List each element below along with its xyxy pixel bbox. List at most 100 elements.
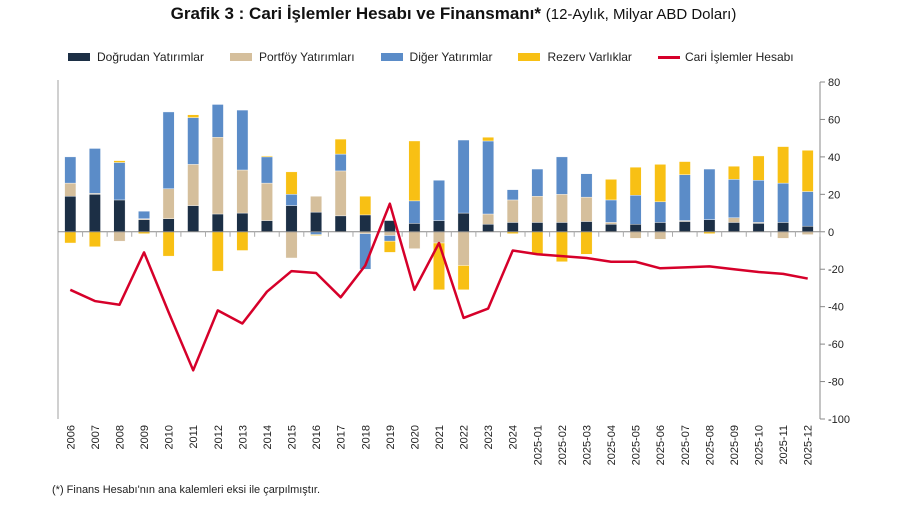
x-tick-label: 2025-10 — [754, 425, 766, 465]
bar-segment — [64, 182, 77, 197]
bar-segment — [64, 231, 77, 244]
bar-segment — [310, 211, 322, 232]
bar-segment — [752, 223, 765, 232]
x-tick-label: 2025-11 — [778, 425, 790, 465]
bar-segment — [162, 218, 175, 232]
bar-segment — [605, 199, 617, 223]
bar-segment — [334, 170, 347, 217]
bar-segment — [801, 225, 814, 232]
x-tick-label: 2010 — [164, 425, 176, 449]
x-tick-label: 2025-03 — [581, 425, 593, 465]
bar-segment — [457, 265, 470, 291]
x-tick-label: 2024 — [508, 425, 520, 449]
bar-segment — [310, 196, 322, 213]
bar-segment — [777, 222, 789, 232]
legend-swatch — [380, 53, 403, 61]
bar-segment — [482, 213, 495, 225]
x-tick-label: 2015 — [287, 425, 299, 449]
y-tick-label: -60 — [828, 339, 844, 351]
x-tick-label: 2025-07 — [680, 425, 692, 465]
bar-segment — [187, 164, 200, 206]
bar-segment — [752, 180, 765, 223]
y-tick-label: 60 — [828, 114, 840, 126]
bar-segment — [580, 173, 593, 198]
x-tick-label: 2008 — [114, 425, 126, 449]
bar-segment — [556, 194, 568, 223]
bar-segment — [531, 231, 544, 255]
bar-segment — [506, 222, 519, 232]
bar-segment — [777, 182, 789, 223]
x-tick-label: 2007 — [90, 425, 102, 449]
bar-segment — [261, 220, 273, 232]
bar-segment — [236, 169, 249, 214]
legend-label: Rezerv Varlıklar — [547, 50, 632, 64]
bar-segment — [211, 231, 224, 272]
bar-segment — [89, 194, 101, 232]
x-tick-label: 2023 — [483, 425, 495, 449]
bar-segment — [383, 240, 396, 253]
y-tick-label: 40 — [828, 152, 840, 164]
bar-segment — [531, 168, 544, 197]
bar-segment — [752, 155, 765, 181]
bar-segment — [408, 200, 421, 224]
x-tick-label: 2025-02 — [557, 425, 569, 465]
bar-segment — [556, 156, 568, 195]
bar-segment — [211, 213, 224, 232]
y-tick-label: -100 — [828, 414, 850, 426]
title-sub: (12-Aylık, Milyar ABD Doları) — [545, 6, 737, 23]
x-tick-label: 2025-04 — [606, 425, 618, 465]
bar-segment — [457, 231, 470, 266]
bar-segment — [211, 104, 224, 138]
x-tick-label: 2025-05 — [631, 425, 643, 465]
x-tick-label: 2016 — [311, 425, 323, 449]
bar-segment — [162, 231, 175, 257]
legend-label: Diğer Yatırımlar — [409, 50, 493, 64]
x-tick-label: 2009 — [139, 425, 151, 449]
y-tick-label: 80 — [828, 77, 840, 89]
x-tick-label: 2012 — [213, 425, 225, 449]
bar-segment — [359, 196, 372, 216]
bar-segment — [261, 155, 273, 158]
bar-segment — [678, 161, 691, 175]
y-tick-label: 20 — [828, 189, 840, 201]
bar-segment — [187, 117, 200, 165]
bar-segment — [777, 231, 789, 239]
bar-segment — [629, 166, 642, 196]
bar-segment — [654, 222, 667, 232]
y-tick-label: -20 — [828, 264, 844, 276]
bar-segment — [433, 231, 445, 244]
y-tick-label: -40 — [828, 302, 844, 314]
bar-segment — [383, 220, 396, 232]
legend-label: Doğrudan Yatırımlar — [97, 50, 204, 64]
bar-segment — [482, 224, 495, 232]
bar-segment — [703, 219, 716, 232]
bar-segment — [728, 166, 740, 180]
legend-label: Portföy Yatırımları — [258, 50, 355, 64]
legend-item: Diğer Yatırımlar — [380, 50, 493, 64]
bar-segment — [211, 137, 224, 215]
bar-segment — [285, 231, 298, 259]
x-tick-label: 2018 — [360, 425, 372, 449]
y-tick-label: -80 — [828, 377, 844, 389]
bar-segment — [580, 196, 593, 222]
bar-segment — [580, 231, 593, 255]
bar-segment — [359, 214, 372, 232]
bar-segment — [777, 146, 789, 184]
legend-item: Cari İşlemler Hesabı — [657, 50, 794, 64]
bar-segment — [64, 156, 77, 184]
bar-segment — [728, 222, 740, 232]
bar-segment — [482, 137, 495, 142]
legend-swatch — [229, 53, 252, 61]
bar-segment — [310, 234, 322, 236]
bar-segment — [457, 212, 470, 232]
bar-segment — [285, 194, 298, 206]
bar-segment — [187, 205, 200, 232]
x-tick-label: 2013 — [237, 425, 249, 449]
bar-segment — [334, 215, 347, 232]
x-tick-label: 2017 — [336, 425, 348, 449]
bar-segment — [408, 223, 421, 232]
x-tick-label: 2025-09 — [729, 425, 741, 465]
bar-segment — [261, 182, 273, 221]
y-tick-label: 0 — [828, 227, 834, 239]
legend-swatch — [657, 55, 680, 59]
